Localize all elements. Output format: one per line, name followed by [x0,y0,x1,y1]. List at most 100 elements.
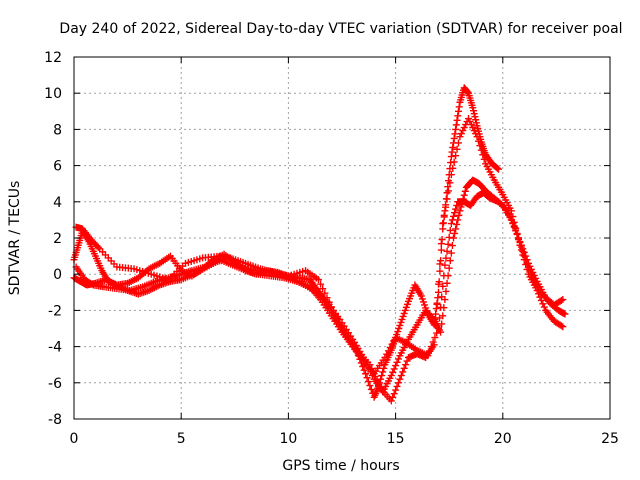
data-point [448,242,456,250]
data-point [559,296,567,304]
data-point [392,386,400,394]
data-point [441,207,449,215]
data-point [512,224,520,232]
data-point [456,207,464,215]
data-point [393,382,401,390]
data-point [387,372,395,380]
data-point [450,158,458,166]
data-point [449,144,457,151]
grid [74,57,610,419]
data-point [453,116,461,124]
data-point [442,203,450,211]
data-point [557,322,565,330]
series-track-2 [72,176,567,396]
data-point [438,320,446,328]
data-point [451,229,459,237]
data-point [323,294,331,302]
data-point [397,372,405,380]
data-point [441,261,449,269]
y-tick-label: -8 [48,412,62,428]
data-point [429,314,437,322]
data-point [502,205,510,213]
data-point [452,125,460,133]
data-point [517,246,525,254]
data-point [433,329,441,337]
data-point [448,216,456,224]
data-point [332,311,340,319]
data-point [535,290,543,298]
data-point [434,294,442,302]
data-point [449,164,457,172]
data-point [446,179,454,187]
data-point [450,134,458,142]
data-point [447,153,455,161]
data-point [393,358,401,366]
series-track-1 [70,84,503,401]
data-point [314,276,322,284]
axis-ticks [73,56,611,420]
data-point [390,390,398,398]
data-point [432,310,440,318]
data-point [451,130,459,138]
data-point [536,293,544,301]
data-point [439,282,447,290]
data-point [507,207,515,215]
data-point [475,137,483,145]
data-point [495,165,503,173]
data-point [378,372,386,380]
data-point [433,300,441,308]
data-point [440,272,448,280]
data-point [440,211,448,219]
data-point [360,366,368,374]
data-point [379,368,387,376]
data-point [329,307,337,315]
data-point [443,195,451,203]
data-point [431,334,439,342]
data-point [434,288,442,296]
data-point [373,376,381,384]
data-point [510,218,518,226]
data-point [452,152,460,160]
data-point [557,296,565,304]
data-point [493,164,501,172]
y-tick-label: 4 [53,195,62,211]
data-point [432,321,440,329]
data-point [394,355,402,363]
data-point [436,314,444,322]
y-tick-label: 0 [53,267,62,283]
y-tick-label: 6 [53,159,62,175]
data-point [461,187,469,195]
data-point [394,379,402,387]
data-point [523,265,531,273]
data-point [392,362,400,370]
x-tick-label: 25 [601,431,619,447]
data-point [396,375,404,383]
x-axis-label: GPS time / hours [282,458,399,474]
data-point [317,280,325,288]
data-point [436,260,444,268]
data-point [444,183,452,191]
data-point [451,209,459,217]
data-point [452,121,460,129]
y-axis-label: SDTVAR / TECUs [7,181,23,296]
data-point [539,300,547,308]
x-tick-label: 0 [70,431,79,447]
data-point [516,241,524,249]
data-point [336,318,344,326]
data-point [447,171,455,179]
data-point [561,310,569,318]
data-point [464,88,472,96]
y-tick-label: 12 [44,50,62,66]
data-point [454,107,462,115]
data-point [439,220,447,228]
data-point [437,303,445,311]
data-point [473,133,481,141]
data-point [430,341,438,349]
data-point [454,112,462,120]
data-point [479,151,487,159]
data-point [522,261,530,269]
data-point [445,264,453,272]
data-marks [70,84,569,405]
data-point [438,236,446,244]
